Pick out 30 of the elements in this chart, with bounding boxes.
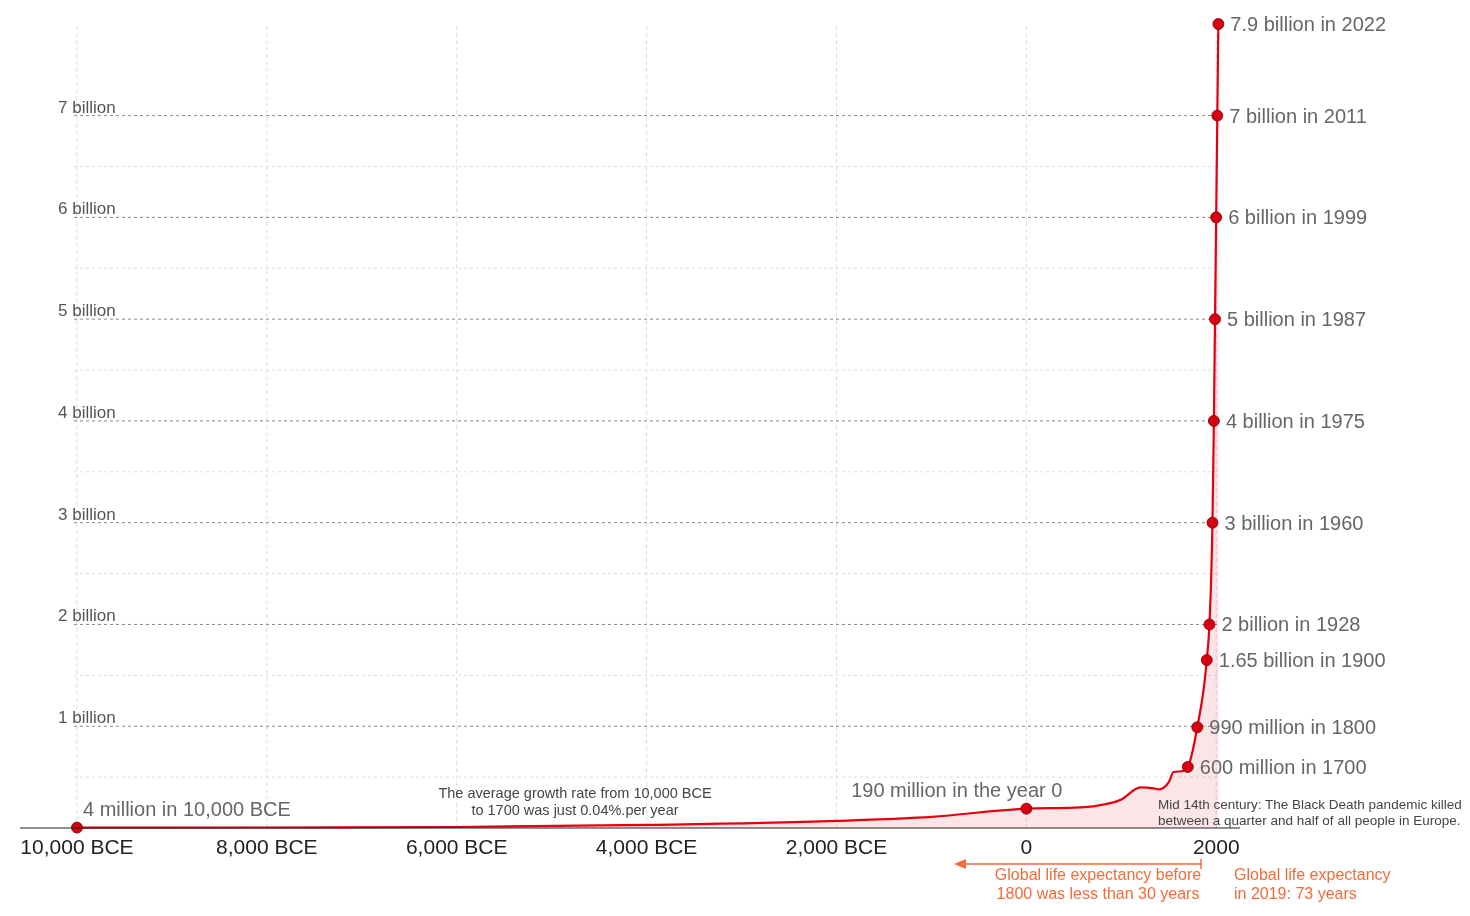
annotation: 190 million in the year 0 [851,778,1063,801]
x-tick-label: 2,000 BCE [785,835,888,858]
annotation: 1.65 billion in 1900 [1218,649,1386,672]
annotation: The average growth rate from 10,000 BCE to 1700 was just 0.04%.per year [438,785,712,819]
annotation: 4 billion in 1975 [1225,409,1365,432]
text: Global life expectancy before 1800 was less than 30 years [994,866,1202,903]
y-tick-label: 5 billion [58,301,116,321]
annotation: 7 billion in 2011 [1229,104,1367,127]
y-tick-label: 4 billion [58,402,116,422]
x-tick-label: 2000 [1192,835,1240,858]
x-tick-label: 10,000 BCE [20,835,134,858]
annotation: 600 million in 1700 [1199,755,1367,778]
y-tick-label: 6 billion [58,199,116,219]
y-tick-label: 7 billion [58,97,116,117]
annotation: 990 million in 1800 [1209,716,1377,739]
x-tick-label: 0 [1020,835,1033,858]
x-tick-label: 8,000 BCE [216,835,318,858]
y-tick-label: 2 billion [58,606,116,626]
y-tick-label: 3 billion [58,504,116,524]
y-tick-label: 1 billion [58,708,116,728]
annotation: 7.9 billion in 2022 [1230,13,1387,35]
text: Global life expectancy in 2019: 73 years [1234,866,1391,903]
annotation: 6 billion in 1999 [1228,206,1368,229]
annotation: Mid 14th century: The Black Death pandemic killed between a quarter and half of all people in Europe. [1158,797,1462,829]
annotation: 5 billion in 1987 [1227,308,1367,331]
annotation: 2 billion in 1928 [1221,613,1361,636]
x-tick-label: 4,000 BCE [595,835,698,858]
annotation: 3 billion in 1960 [1224,511,1364,534]
annotation: 4 million in 10,000 BCE [82,797,291,820]
x-tick-label: 6,000 BCE [405,835,508,858]
